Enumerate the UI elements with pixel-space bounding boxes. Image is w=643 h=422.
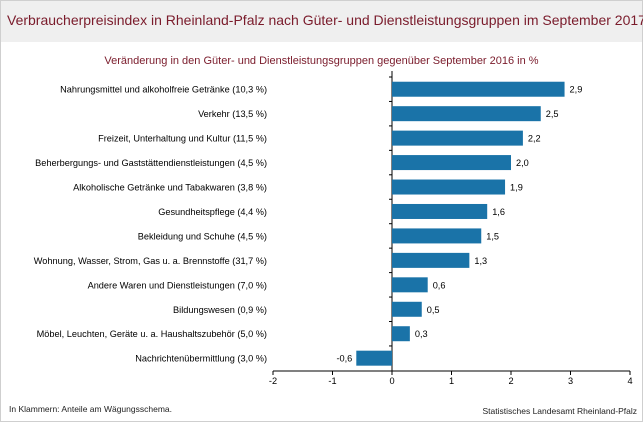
category-label: Gesundheitspflege (4,4 %) (158, 207, 267, 217)
value-label: 2,0 (516, 158, 529, 168)
category-label: Nachrichtenübermittlung (3,0 %) (135, 354, 267, 364)
bar (356, 350, 392, 366)
value-label: 2,5 (546, 109, 559, 119)
value-label: 0,6 (433, 280, 446, 290)
value-label: 1,5 (486, 231, 499, 241)
category-label: Wohnung, Wasser, Strom, Gas u. a. Brenns… (34, 256, 267, 266)
value-label: 2,9 (570, 85, 583, 95)
x-tick-label: 3 (568, 376, 573, 386)
bar (392, 130, 523, 146)
value-label: 1,3 (474, 256, 487, 266)
bar (392, 228, 482, 244)
bar (392, 252, 470, 268)
bar (392, 155, 511, 171)
value-label: 0,3 (415, 329, 428, 339)
category-label: Freizeit, Unterhaltung und Kultur (11,5 … (98, 134, 267, 144)
category-label: Möbel, Leuchten, Geräte u. a. Haushaltsz… (37, 329, 267, 339)
bar (392, 179, 506, 195)
value-label: 2,2 (528, 134, 541, 144)
value-label: 1,6 (492, 207, 505, 217)
bar (392, 277, 428, 293)
category-label: Bekleidung und Schuhe (4,5 %) (138, 231, 267, 241)
category-label: Andere Waren und Dienstleistungen (7,0 %… (88, 280, 267, 290)
category-label: Nahrungsmittel und alkoholfreie Getränke… (60, 85, 267, 95)
footnote: In Klammern: Anteile am Wägungsschema. (9, 404, 172, 414)
x-tick-label: 1 (449, 376, 454, 386)
source-label: Statistisches Landesamt Rheinland-Pfalz (482, 406, 638, 416)
x-tick-label: -1 (328, 376, 336, 386)
value-label: 0,5 (427, 305, 440, 315)
bar (392, 326, 410, 342)
bar (392, 301, 422, 317)
x-tick-label: 4 (627, 376, 632, 386)
category-label: Alkoholische Getränke und Tabakwaren (3,… (73, 183, 267, 193)
header-bar: Verbraucherpreisindex in Rheinland-Pfalz… (1, 1, 643, 42)
value-label: 1,9 (510, 183, 523, 193)
chart-title: Verbraucherpreisindex in Rheinland-Pfalz… (7, 12, 643, 28)
category-label: Bildungswesen (0,9 %) (173, 305, 267, 315)
bar (392, 106, 541, 122)
bar (392, 203, 488, 219)
x-tick-label: -2 (269, 376, 277, 386)
bar (392, 81, 565, 97)
category-label: Verkehr (13,5 %) (198, 109, 267, 119)
x-tick-label: 2 (508, 376, 513, 386)
value-label: -0,6 (336, 354, 352, 364)
category-label: Beherbergungs- und Gaststättendienstleis… (35, 158, 267, 168)
chart-subtitle: Veränderung in den Güter- und Dienstleis… (104, 55, 539, 67)
x-tick-label: 0 (389, 376, 394, 386)
